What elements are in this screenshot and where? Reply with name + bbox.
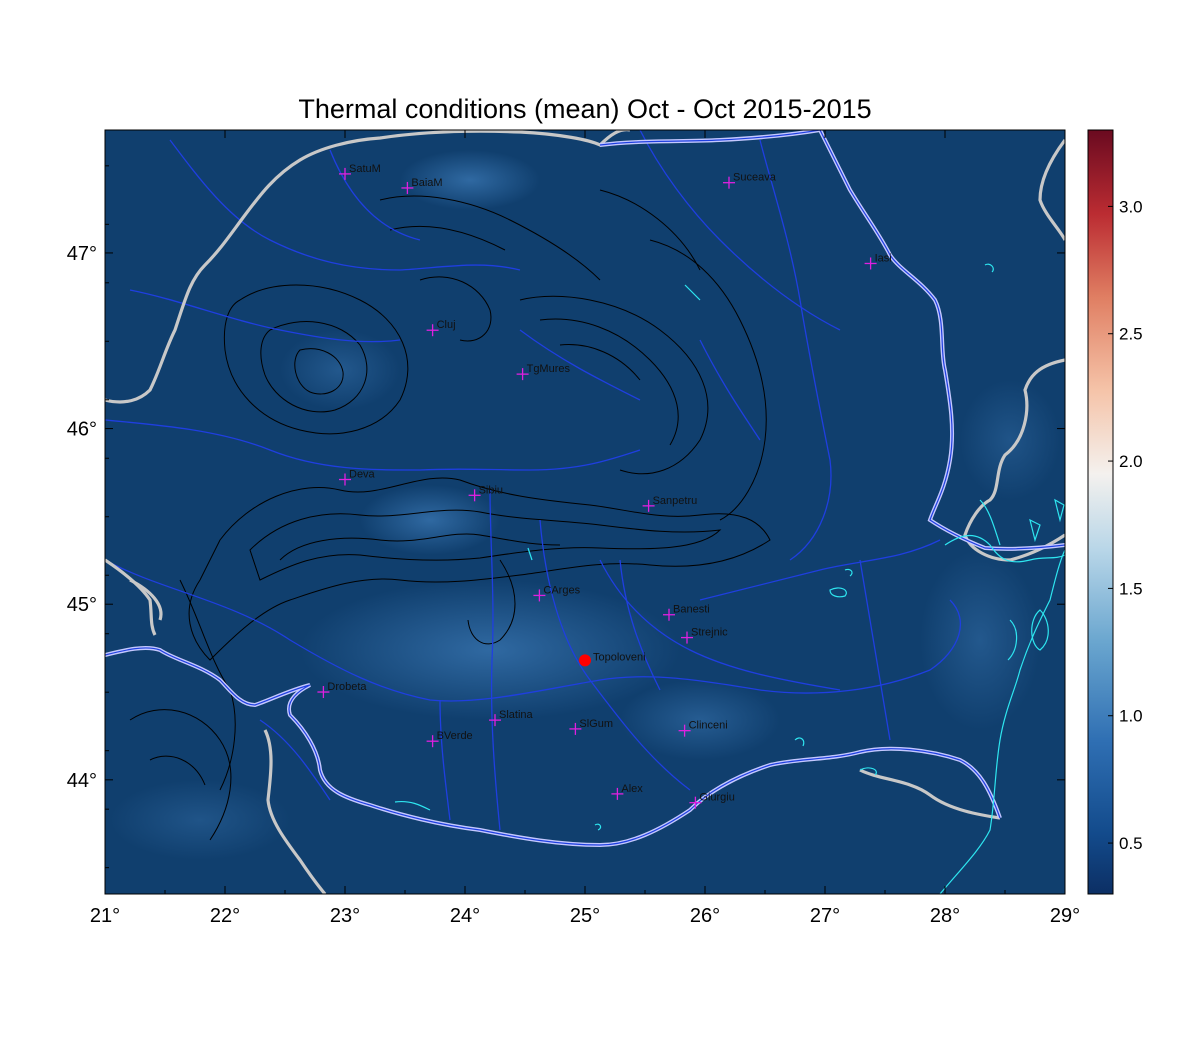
- station-tgmures: TgMures: [516, 363, 571, 381]
- station-suceava: Suceava: [723, 172, 777, 189]
- station-bverde: BVerde: [426, 730, 473, 748]
- station-satum: SatuM: [339, 163, 381, 180]
- highlight-station: Topoloveni: [579, 651, 646, 667]
- station-label: Banesti: [673, 604, 710, 616]
- station-sanpetru: Sanpetru: [642, 495, 698, 512]
- station-label: Cluj: [437, 319, 456, 331]
- station-label: Clinceni: [689, 720, 728, 732]
- colorbar-tick-label: 3.0: [1119, 197, 1143, 216]
- station-baiam: BaiaM: [401, 177, 443, 194]
- lat-tick-label: 47°: [67, 243, 97, 265]
- lon-tick-label: 29°: [1050, 905, 1080, 927]
- lon-tick-label: 26°: [690, 905, 720, 927]
- station-label: Deva: [349, 469, 376, 481]
- station-label: BaiaM: [411, 177, 442, 189]
- station-iasi: Iasi: [864, 252, 892, 270]
- station-alex: Alex: [611, 783, 643, 800]
- highlight-marker: [579, 654, 591, 667]
- romania-border: [105, 130, 1065, 848]
- station-cluj: Cluj: [426, 319, 456, 337]
- station-label: Alex: [621, 783, 643, 795]
- latitude-axis-labels: 44° 45° 46° 47°: [67, 243, 97, 792]
- lat-tick-label: 44°: [67, 770, 97, 792]
- temperature-field: [105, 130, 1065, 894]
- station-label: SlGum: [579, 718, 613, 730]
- lat-tick-label: 45°: [67, 594, 97, 616]
- station-sibiu: Sibiu: [468, 484, 503, 502]
- relief-contours: [129, 189, 771, 841]
- lon-tick-label: 27°: [810, 905, 840, 927]
- station-label: Suceava: [733, 172, 777, 184]
- station-drobeta: Drobeta: [317, 681, 367, 699]
- station-deva: Deva: [339, 469, 376, 486]
- station-label: Iasi: [875, 252, 892, 264]
- map-title: Thermal conditions (mean) Oct - Oct 2015…: [298, 94, 871, 124]
- axis-ticks: [104, 130, 1066, 894]
- station-label: CArges: [543, 584, 580, 596]
- station-banesti: Banesti: [663, 604, 710, 621]
- borders: [105, 130, 1065, 894]
- station-label: Strejnic: [691, 627, 728, 639]
- lon-tick-label: 25°: [570, 905, 600, 927]
- colorbar: 0.5 1.0 1.5 2.0 2.5 3.0: [1087, 129, 1143, 895]
- station-label: TgMures: [527, 363, 571, 375]
- station-label: Drobeta: [327, 681, 367, 693]
- colorbar-tick-label: 1.5: [1119, 579, 1143, 598]
- rivers: [105, 130, 961, 831]
- station-slatina: Slatina: [489, 709, 534, 727]
- station-label: Sibiu: [479, 484, 503, 496]
- station-label: Sanpetru: [653, 495, 698, 507]
- lon-tick-label: 23°: [330, 905, 360, 927]
- station-label: SatuM: [349, 163, 381, 175]
- colorbar-tick-label: 1.0: [1119, 707, 1143, 726]
- highlight-label: Topoloveni: [593, 651, 646, 663]
- lon-tick-label: 22°: [210, 905, 240, 927]
- station-strejnic: Strejnic: [681, 627, 728, 644]
- lon-tick-label: 28°: [930, 905, 960, 927]
- station-markers: SatuM BaiaM Suceava Iasi Cluj TgMures Deva Sibi…: [317, 163, 892, 809]
- colorbar-ticks: 0.5 1.0 1.5 2.0 2.5 3.0: [1108, 197, 1143, 853]
- station-clinceni: Clinceni: [678, 720, 728, 737]
- map-plot-area: SatuM BaiaM Suceava Iasi Cluj TgMures Deva Sibi…: [105, 130, 1065, 894]
- station-label: BVerde: [437, 730, 473, 742]
- water-bodies: [394, 263, 1065, 894]
- station-label: Slatina: [499, 709, 534, 721]
- lat-tick-label: 46°: [67, 419, 97, 441]
- colorbar-tick-label: 2.5: [1119, 325, 1143, 344]
- station-carges: CArges: [533, 584, 581, 602]
- longitude-axis-labels: 21° 22° 23° 24° 25° 26° 27° 28° 29°: [90, 905, 1080, 927]
- station-slgum: SlGum: [569, 718, 613, 735]
- lon-tick-label: 24°: [450, 905, 480, 927]
- colorbar-tick-label: 2.0: [1119, 452, 1143, 471]
- lon-tick-label: 21°: [90, 905, 120, 927]
- colorbar-gradient: [1087, 129, 1114, 895]
- station-giurgiu: Giurgiu: [689, 792, 735, 809]
- field-highlights: [110, 150, 1060, 860]
- station-label: Giurgiu: [699, 792, 734, 804]
- colorbar-tick-label: 0.5: [1119, 834, 1143, 853]
